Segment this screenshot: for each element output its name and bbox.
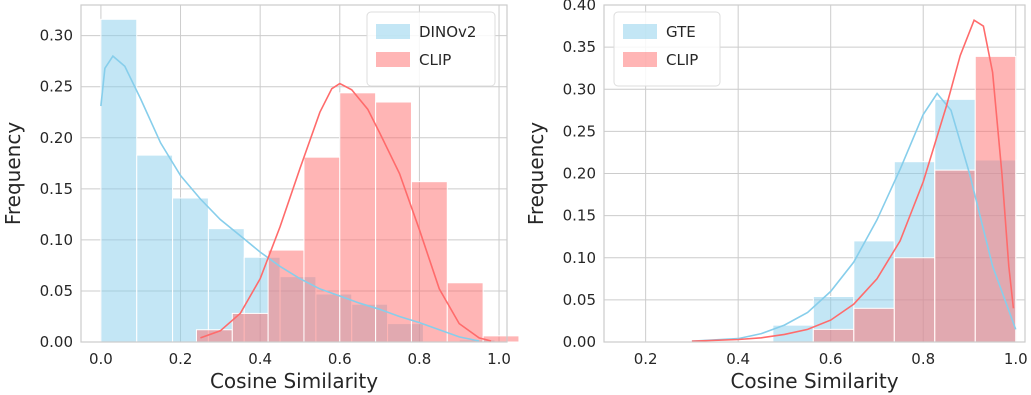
histogram-bar	[934, 169, 976, 343]
histogram-bar	[172, 197, 209, 343]
histogram-bar	[195, 329, 233, 343]
legend-label: DINOv2	[419, 23, 476, 41]
y-tick-label: 0.15	[563, 207, 596, 225]
y-tick-label: 0.40	[563, 0, 596, 14]
left-histogram-panel: 0.0 0.2 0.4 0.6 0.8 1.0 0.00 0.05 0.10 0.15 0.20 0.…	[1, 4, 520, 393]
legend-swatch	[376, 52, 410, 67]
legend: GTE CLIP	[613, 11, 721, 87]
y-tick-label: 0.30	[563, 80, 596, 98]
histogram-bar	[231, 312, 269, 343]
x-tick-label: 0.0	[89, 350, 113, 368]
y-tick-label: 0.10	[563, 249, 596, 267]
y-tick-label: 0.20	[40, 129, 73, 147]
series-bars-clip	[195, 92, 520, 343]
y-tick-label: 0.15	[40, 180, 73, 198]
x-tick-label: 0.8	[407, 350, 431, 368]
legend-label: CLIP	[666, 51, 698, 69]
histogram-bar	[267, 249, 305, 343]
y-tick-label: 0.25	[563, 122, 596, 140]
kde-line-gte	[691, 92, 1017, 342]
y-tick-label: 0.00	[563, 333, 596, 351]
plot-frame	[603, 4, 1026, 343]
y-tick-label: 0.20	[563, 165, 596, 183]
legend: DINOv2 CLIP	[366, 11, 496, 87]
y-tick-label: 0.25	[40, 78, 73, 96]
x-tick-label: 1.0	[487, 350, 511, 368]
histogram-bar	[303, 156, 341, 343]
x-axis-label: Cosine Similarity	[730, 369, 898, 393]
kde-line-dinov2	[100, 54, 480, 342]
legend-swatch	[623, 52, 657, 67]
y-tick-label: 0.10	[40, 231, 73, 249]
x-tick-label: 0.6	[328, 350, 352, 368]
y-tick-label: 0.35	[563, 38, 596, 56]
x-tick-label: 0.2	[169, 350, 193, 368]
y-tick-label: 0.30	[40, 27, 73, 45]
histogram-bar	[136, 154, 174, 343]
legend-label: GTE	[666, 23, 696, 41]
x-tick-label: 0.6	[819, 350, 843, 368]
x-tick-label: 1.0	[1004, 350, 1028, 368]
histogram-bar	[375, 101, 412, 343]
y-axis-label: Frequency	[1, 122, 25, 225]
histogram-bar	[100, 18, 138, 343]
plot-frame	[80, 4, 508, 343]
y-axis-label: Frequency	[524, 122, 548, 225]
histogram-bar	[853, 307, 895, 343]
x-tick-label: 0.2	[634, 350, 658, 368]
kde-line-clip	[691, 19, 1015, 342]
y-tick-label: 0.00	[40, 333, 73, 351]
y-tick-label: 0.05	[563, 291, 596, 309]
kde-line-clip	[200, 82, 492, 342]
x-tick-label: 0.8	[911, 350, 935, 368]
x-tick-label: 0.4	[726, 350, 750, 368]
histogram-bar	[893, 257, 936, 343]
histogram-bar	[812, 328, 855, 343]
legend-swatch	[376, 24, 410, 39]
y-tick-label: 0.05	[40, 282, 73, 300]
histogram-bar	[339, 92, 377, 343]
right-histogram-panel: 0.2 0.4 0.6 0.8 1.0 0.00 0.05 0.10 0.15 0.20 0.25 0…	[524, 0, 1028, 393]
legend-label: CLIP	[419, 51, 451, 69]
legend-swatch	[623, 24, 657, 39]
x-tick-label: 0.4	[248, 350, 272, 368]
x-axis-label: Cosine Similarity	[210, 369, 378, 393]
